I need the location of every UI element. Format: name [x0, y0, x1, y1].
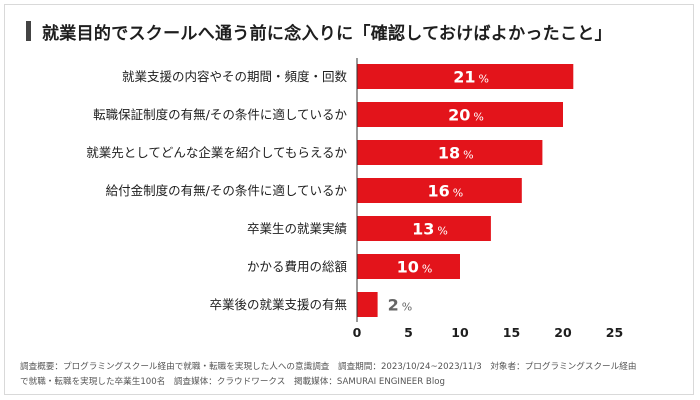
x-tick-label: 20	[554, 325, 572, 340]
x-tick-label: 10	[451, 325, 469, 340]
data-label: 2%	[388, 296, 413, 315]
survey-footnote: 調査概要：プログラミングスクール経由で就職・転職を実現した人への意識調査 調査期…	[20, 360, 690, 390]
category-label: 卒業後の就業支援の有無	[209, 297, 347, 312]
bar	[357, 178, 522, 203]
bar	[357, 102, 563, 127]
data-label: 21%	[453, 68, 489, 87]
footnote-line-1: 調査概要：プログラミングスクール経由で就職・転職を実現した人への意識調査 調査期…	[20, 362, 637, 372]
footnote-line-2: で就職・転職を実現した卒業生100名 調査媒体：クラウドワークス 掲載媒体：SA…	[20, 377, 445, 387]
category-label: かかる費用の総額	[247, 259, 348, 274]
x-tick-label: 15	[503, 325, 520, 340]
bar	[357, 140, 543, 165]
bar	[357, 216, 491, 241]
title-accent-bar	[26, 21, 31, 41]
category-label: 就業支援の内容やその期間・頻度・回数	[122, 69, 348, 84]
category-label: 給付金制度の有無/その条件に適しているか	[106, 183, 348, 198]
category-label: 就業先としてどんな企業を紹介してもらえるか	[86, 145, 347, 160]
bar-chart: 就業支援の内容やその期間・頻度・回数 21 % 転職保証制度の有無/その条件に適してい…	[86, 58, 623, 340]
data-label: 10%	[397, 258, 433, 277]
chart-frame	[4, 4, 694, 395]
x-tick-label: 25	[606, 325, 623, 340]
category-label: 卒業生の就業実績	[247, 221, 347, 236]
data-label: 18%	[438, 144, 474, 163]
x-tick-label: 0	[353, 325, 362, 340]
category-label: 転職保証制度の有無/その条件に適しているか	[93, 107, 347, 122]
bar	[357, 254, 460, 279]
chart-title: 就業目的でスクールへ通う前に念入りに「確認しておけばよかったこと」	[42, 24, 612, 44]
data-label: 13%	[412, 220, 448, 239]
x-tick-label: 5	[404, 325, 413, 340]
data-label: 20%	[448, 106, 484, 125]
bar	[357, 64, 574, 89]
data-label: 16%	[428, 182, 464, 201]
bar	[357, 292, 378, 317]
